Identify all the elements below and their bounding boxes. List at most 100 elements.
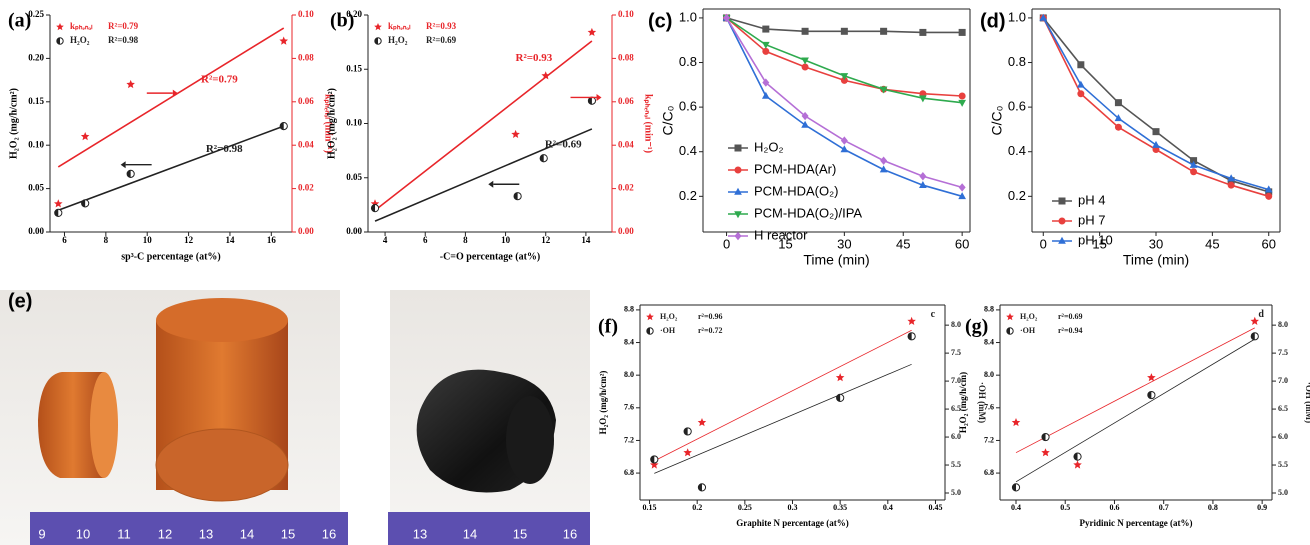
star: [80, 132, 90, 141]
series-line: [1042, 17, 1269, 198]
x-tick-label: 30: [1149, 236, 1163, 251]
point: [1152, 140, 1160, 148]
point: [919, 95, 927, 103]
point: [513, 192, 522, 201]
triangle: [958, 192, 966, 200]
x-tick-label: 14: [225, 235, 235, 245]
circle-half: [908, 332, 912, 340]
x-tick-label: 16: [267, 235, 277, 245]
point: [919, 180, 927, 188]
ruler: [388, 512, 590, 545]
point: [1076, 80, 1085, 88]
y-tick-label: 0.10: [346, 118, 362, 128]
x-tick-label: 4: [383, 235, 388, 245]
point: [541, 71, 550, 80]
circle: [840, 76, 848, 84]
point: [762, 78, 770, 87]
annotation: d: [1258, 309, 1264, 320]
x-tick-label: 15: [1092, 236, 1106, 251]
point: [1077, 61, 1085, 69]
point: [958, 28, 966, 36]
arrow-head: [488, 180, 494, 188]
sample-half: [38, 372, 108, 478]
point: [587, 27, 597, 36]
circle-half: [1147, 391, 1152, 399]
x-tick-label: 0.7: [1159, 503, 1169, 512]
star: [54, 199, 63, 208]
y-tick-label: 8.0: [984, 370, 994, 379]
y-tick-label: 8.8: [624, 305, 634, 314]
x-tick-label: 0.4: [883, 503, 893, 512]
point: [1190, 157, 1198, 165]
x-tick-label: 0.25: [738, 503, 752, 512]
star: [56, 23, 64, 31]
point: [54, 199, 63, 208]
legend-label: PCM-HDA(O₂): [754, 183, 838, 198]
point: [650, 455, 659, 464]
y-tick-label: 6.8: [624, 468, 634, 477]
circle-half: [374, 37, 378, 45]
x-axis-title: sp³-C percentage (at%): [121, 251, 220, 262]
point: [1190, 168, 1198, 176]
circle-half: [56, 37, 60, 45]
diamond: [723, 13, 731, 23]
x-tick-label: 6: [423, 235, 428, 245]
star: [1147, 373, 1156, 382]
y-tick-label: 0.2: [1008, 188, 1026, 203]
triangle-down: [761, 41, 770, 49]
fit-line: [654, 363, 912, 474]
y-tick-label: 0.4: [679, 143, 697, 158]
annotation: c: [931, 309, 936, 320]
triangle: [801, 120, 809, 128]
y2-axis-title: kₚₕₑₙₒₗ (min⁻¹): [643, 94, 654, 153]
star: [587, 27, 597, 36]
y2-tick-label: 6.0: [1278, 432, 1288, 441]
diamond: [919, 172, 927, 181]
legend-label: H₂O₂: [660, 312, 678, 321]
y-tick-label: 7.6: [624, 403, 634, 412]
star: [697, 418, 707, 427]
circle-half: [127, 170, 131, 178]
point: [539, 154, 548, 163]
circle-half: [836, 394, 841, 402]
star: [683, 448, 692, 457]
panel-label: (d): [980, 10, 1006, 32]
point: [762, 25, 770, 33]
x-tick-label: 0.15: [643, 503, 657, 512]
point: [683, 448, 692, 457]
triangle: [840, 145, 849, 153]
y2-tick-label: 6.0: [951, 432, 961, 441]
y2-tick-label: 0.06: [618, 96, 634, 106]
y2-tick-label: 8.0: [1278, 320, 1288, 329]
point: [81, 199, 90, 208]
square: [958, 28, 966, 36]
x-tick-label: 0.2: [692, 503, 702, 512]
y-tick-label: 0.20: [346, 9, 362, 19]
star: [1073, 460, 1082, 469]
circle-half: [540, 154, 544, 162]
diamond: [801, 111, 809, 121]
legend-label: kₚₕₑₙₒₗ: [70, 21, 93, 31]
point: [1041, 448, 1050, 457]
y-tick-label: 0.25: [28, 9, 44, 19]
annotation: R²=0.98: [206, 143, 243, 155]
circle: [801, 63, 809, 71]
circle-half: [54, 209, 59, 217]
square: [1077, 61, 1085, 69]
ruler: [30, 512, 348, 545]
y-tick-label: 1.0: [679, 9, 697, 24]
legend-note: r²=0.96: [698, 312, 723, 321]
square: [840, 27, 848, 35]
x-tick-label: 0.3: [788, 503, 798, 512]
y2-tick-label: 0.08: [618, 52, 634, 62]
point: [1073, 460, 1082, 469]
point: [587, 96, 597, 105]
diamond: [734, 231, 742, 241]
legend-note: R²=0.98: [108, 35, 139, 45]
x-tick-label: 0.4: [1011, 503, 1021, 512]
point: [761, 41, 770, 49]
circle-half: [1006, 327, 1010, 335]
circle-half: [1251, 332, 1255, 340]
point: [879, 86, 888, 94]
y-axis-title: C/C₀: [989, 105, 1005, 135]
